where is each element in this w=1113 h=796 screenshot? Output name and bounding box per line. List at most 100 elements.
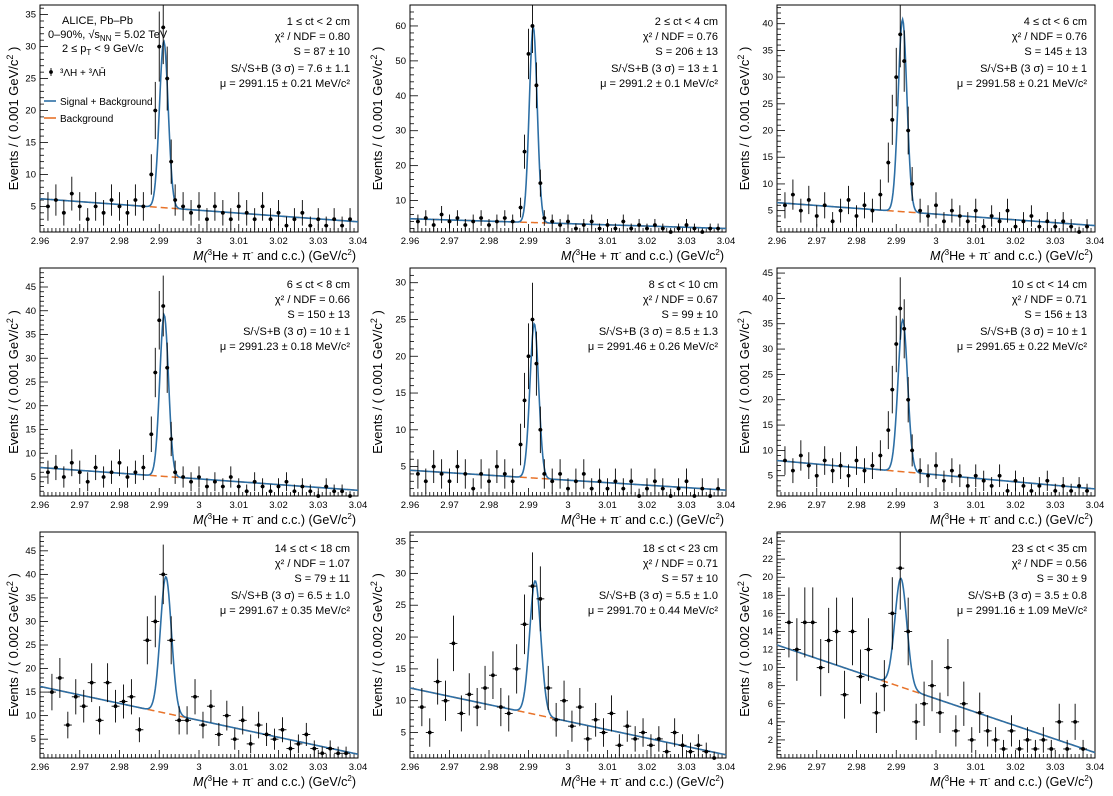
x-tick-label: 3	[933, 762, 938, 773]
y-tick-label: 4	[768, 717, 773, 728]
data-point	[312, 746, 317, 751]
y-tick-label: 25	[762, 369, 773, 380]
data-point	[340, 489, 344, 494]
data-point	[609, 711, 614, 716]
x-tick-label: 2.96	[401, 762, 420, 773]
data-point	[886, 428, 891, 433]
data-point	[427, 730, 432, 735]
data-point	[252, 217, 257, 222]
data-point	[898, 306, 903, 311]
x-tick-label: 3.01	[967, 236, 986, 247]
y-tick-label: 25	[25, 74, 36, 85]
data-point	[129, 694, 134, 699]
x-tick-label: 2.97	[440, 236, 459, 247]
y-tick-label: 15	[25, 425, 36, 436]
data-point	[475, 705, 480, 709]
data-point	[514, 666, 519, 671]
x-tick-label: 2.99	[887, 500, 906, 511]
signal-count-label: S = 206 ± 13	[655, 46, 718, 58]
y-axis-label: Events / ( 0.002 GeV/c2 )	[736, 573, 752, 717]
x-tick-label: 2.96	[401, 236, 420, 247]
data-point	[308, 489, 313, 494]
data-point	[141, 465, 146, 470]
data-point	[443, 698, 448, 703]
legend-data-label: ³ΛH + ³ΛH̄	[60, 66, 106, 79]
data-point	[1077, 230, 1081, 234]
data-point	[977, 710, 982, 715]
x-tick-label: 2.97	[808, 236, 827, 247]
data-point	[910, 182, 915, 186]
signal-background-fit-line	[39, 575, 359, 756]
data-point	[577, 705, 582, 709]
data-point	[1053, 489, 1058, 493]
legend-experiment: ALICE, Pb–Pb	[62, 15, 133, 27]
x-tick-label: 3.04	[349, 500, 368, 511]
data-point	[1025, 738, 1030, 742]
data-point	[1085, 224, 1089, 229]
data-point	[918, 468, 922, 473]
x-tick-label: 3.01	[598, 500, 617, 511]
data-point	[973, 473, 978, 478]
data-point	[898, 566, 903, 571]
x-tick-label: 2.97	[808, 500, 827, 511]
ct-bin-label: 8 ≤ ct < 10 cm	[649, 279, 718, 291]
data-point	[236, 484, 241, 489]
data-point	[181, 204, 186, 209]
data-point	[787, 620, 791, 625]
data-point	[798, 453, 803, 458]
x-tick-label: 2.96	[401, 500, 420, 511]
data-point	[684, 479, 689, 484]
x-tick-label: 3.03	[677, 236, 696, 247]
y-tick-label: 10	[395, 425, 406, 436]
data-point	[272, 737, 277, 742]
x-axis-label: M(3He + π- and c.c.) (GeV/c2)	[193, 774, 356, 789]
data-point	[798, 208, 803, 213]
data-point	[961, 701, 966, 706]
data-point	[447, 479, 452, 484]
data-point	[328, 746, 333, 751]
x-tick-label: 3.03	[309, 500, 328, 511]
chi2-label: χ² / NDF = 0.71	[643, 558, 718, 570]
data-point	[806, 198, 811, 202]
x-axis-label: M(3He + π- and c.c.) (GeV/c2)	[930, 248, 1093, 263]
data-point	[280, 727, 285, 732]
data-point	[566, 486, 570, 491]
data-point	[69, 460, 74, 465]
data-point	[348, 217, 352, 222]
x-tick-label: 3	[933, 500, 938, 511]
x-tick-label: 2.99	[519, 762, 538, 773]
data-point	[256, 723, 261, 727]
data-point	[483, 686, 487, 690]
data-point	[340, 223, 344, 228]
data-point	[1061, 483, 1066, 488]
data-point	[530, 584, 535, 589]
x-tick-label: 2.96	[768, 762, 787, 773]
data-point	[85, 217, 90, 222]
data-point	[585, 737, 590, 741]
data-point	[605, 486, 610, 491]
y-tick-label: 15	[395, 664, 406, 675]
data-point	[284, 223, 289, 228]
x-tick-label: 3.04	[1086, 762, 1105, 773]
data-point	[304, 732, 309, 737]
x-tick-label: 3.02	[638, 762, 657, 773]
data-point	[1037, 224, 1042, 229]
data-point	[487, 223, 491, 227]
data-point	[1065, 747, 1070, 751]
data-point	[989, 214, 994, 218]
y-tick-label: 10	[762, 445, 773, 456]
y-tick-label: 10	[395, 696, 406, 707]
data-point	[550, 479, 555, 484]
x-axis-label: M(3He + π- and c.c.) (GeV/c2)	[193, 248, 356, 263]
x-tick-label: 2.96	[31, 236, 50, 247]
data-point	[862, 468, 867, 473]
x-tick-label: 3.02	[638, 236, 657, 247]
data-point	[1053, 224, 1058, 229]
y-axis-label: Events / ( 0.002 GeV/c2 )	[369, 573, 385, 717]
significance-label: S/√S+B (3 σ) = 13 ± 1	[611, 63, 718, 75]
signal-count-label: S = 99 ± 10	[662, 309, 719, 321]
data-point	[332, 489, 337, 494]
data-point	[213, 479, 217, 484]
data-point	[149, 432, 154, 437]
